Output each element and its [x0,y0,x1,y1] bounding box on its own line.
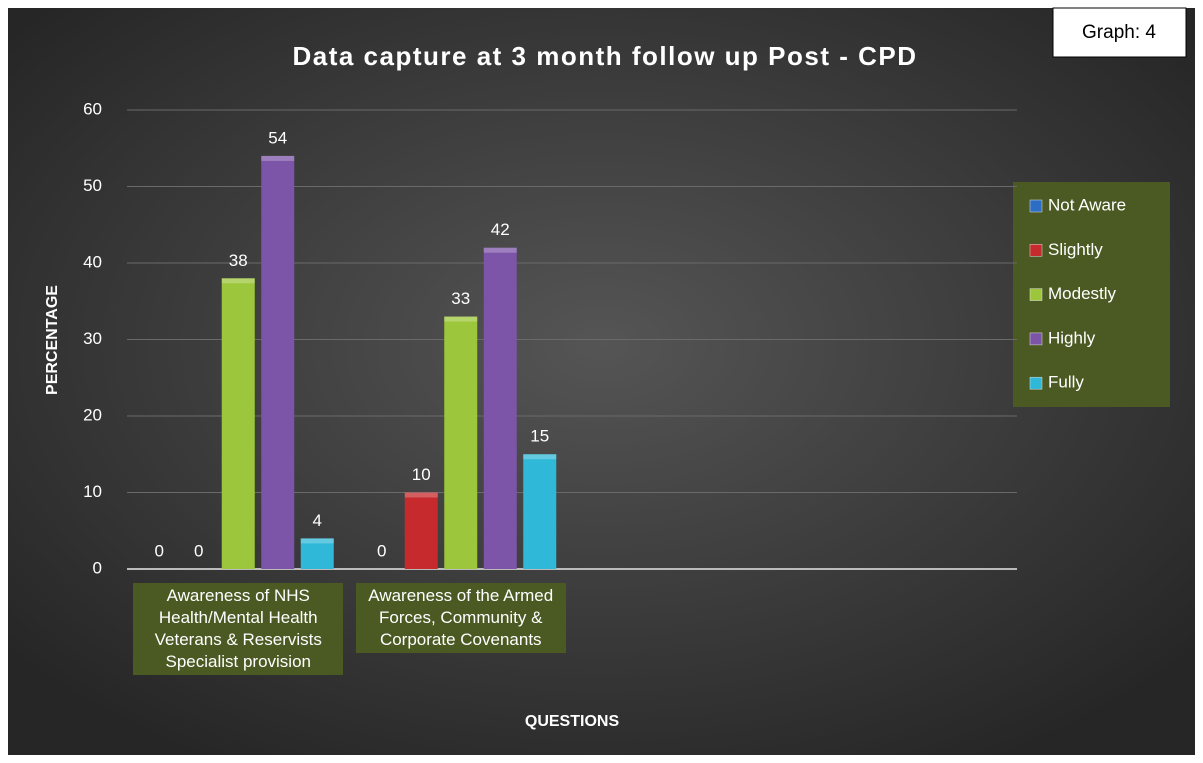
bar-group [404,492,438,569]
bar-group [300,538,334,569]
legend-swatch [1029,199,1043,213]
badge-box [1052,7,1187,58]
legend-label: Modestly [1048,284,1117,303]
chart-title: Data capture at 3 month follow up Post -… [292,41,917,71]
legend-label: Not Aware [1048,195,1126,214]
bar-highlight [404,492,438,498]
badge: Graph: 4 [1082,22,1156,43]
bar [444,316,478,569]
value-label: 10 [412,465,431,484]
bar [523,454,557,569]
y-tick-label: 0 [93,558,102,577]
bar-group [523,454,557,569]
y-tick-label: 30 [83,329,102,348]
value-label: 4 [313,511,322,530]
legend-swatch [1029,288,1043,301]
y-tick-label: 20 [83,405,102,424]
y-tick-label: 40 [83,252,102,271]
bar-highlight [444,316,478,322]
bar-highlight [221,278,255,284]
bar [261,155,295,569]
legend-label: Fully [1048,373,1084,392]
bar-group [261,155,295,569]
bar [221,278,255,569]
x-tick-label: Awareness of the Armed Forces, Community… [355,583,566,653]
x-tick-label: Awareness of NHS Health/Mental Health Ve… [133,583,344,675]
value-label: 33 [451,289,470,308]
y-tick-label: 60 [83,99,102,118]
bar [300,538,334,569]
y-tick-label: 50 [83,176,102,195]
bar [404,492,438,569]
value-label: 0 [377,541,386,560]
legend-label: Slightly [1048,240,1103,259]
bar-highlight [300,538,334,544]
value-label: 15 [530,427,549,446]
bar-group [444,316,478,569]
value-label: 0 [155,541,164,560]
bar-group [483,247,517,569]
bar-highlight [483,247,517,253]
y-axis-label: PERCENTAGE [44,285,61,395]
legend-swatch [1029,376,1043,390]
value-label: 38 [229,251,248,270]
legend-swatch [1029,332,1043,346]
bar-highlight [261,155,295,161]
value-label: 54 [268,128,287,147]
value-label: 42 [491,220,510,239]
legend-label: Highly [1048,328,1096,347]
legend-swatch [1029,244,1043,257]
value-label: 0 [194,541,203,560]
bar-group [221,278,255,569]
y-tick-label: 10 [83,482,102,501]
bar [483,247,517,569]
bar-highlight [523,454,557,460]
x-axis-label: QUESTIONS [525,713,620,730]
